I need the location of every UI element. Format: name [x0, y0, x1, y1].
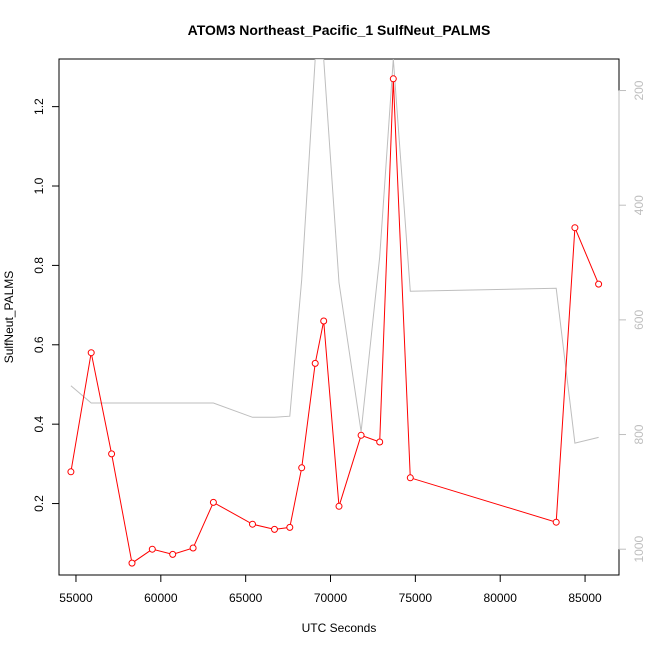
y2-tick-label: 400 [632, 195, 646, 215]
x-axis-label: UTC Seconds [302, 621, 377, 635]
data-point [406, 474, 414, 482]
data-point [595, 280, 603, 288]
data-point [209, 498, 217, 506]
data-point [286, 523, 294, 531]
x-tick-label: 65000 [229, 591, 263, 605]
y2-tick-label: 200 [632, 80, 646, 100]
y2-tick-label: 800 [632, 424, 646, 444]
data-point [571, 224, 579, 232]
data-point [189, 544, 197, 552]
data-point [376, 438, 384, 446]
data-point [552, 518, 560, 526]
data-point [335, 502, 343, 510]
data-point [87, 349, 95, 357]
plot-area [67, 59, 603, 567]
x-tick-label: 85000 [568, 591, 602, 605]
y-tick-label: 1.0 [32, 177, 46, 194]
data-point [249, 520, 256, 528]
data-point [148, 545, 156, 553]
series-layer [67, 59, 603, 567]
data-point [108, 450, 116, 458]
y-tick-label: 0.4 [32, 416, 46, 433]
x-axis: 55000 60000 65000 70000 75000 80000 85000 [59, 574, 602, 605]
data-point [128, 559, 136, 567]
y-tick-label: 1.2 [32, 98, 46, 115]
chart-title: ATOM3 Northeast_Pacific_1 SulfNeut_PALMS [188, 22, 491, 38]
x-tick-label: 55000 [59, 591, 93, 605]
plot-frame [58, 58, 620, 576]
data-point [357, 431, 365, 439]
y2-tick-label: 600 [632, 310, 646, 330]
x-tick-label: 70000 [314, 591, 348, 605]
data-point [169, 550, 177, 558]
secondary-series-line [70, 59, 599, 444]
data-point [389, 75, 397, 83]
y-tick-label: 0.2 [32, 495, 46, 512]
y-axis-left: 0.2 0.4 0.6 0.8 1.0 1.2 [32, 98, 60, 512]
primary-series-line [70, 78, 600, 564]
y-axis-right: 200 400 600 800 1000 [618, 80, 646, 563]
x-tick-label: 75000 [399, 591, 433, 605]
y2-tick-label: 1000 [632, 536, 646, 563]
data-point [298, 464, 306, 472]
data-point [311, 359, 319, 367]
y-axis-label: SulfNeut_PALMS [2, 271, 16, 364]
x-tick-label: 60000 [144, 591, 178, 605]
y-tick-label: 0.6 [32, 336, 46, 353]
y-tick-label: 0.8 [32, 257, 46, 274]
data-point [320, 317, 328, 325]
data-point [67, 468, 75, 476]
data-point [271, 525, 278, 533]
x-tick-label: 80000 [484, 591, 518, 605]
